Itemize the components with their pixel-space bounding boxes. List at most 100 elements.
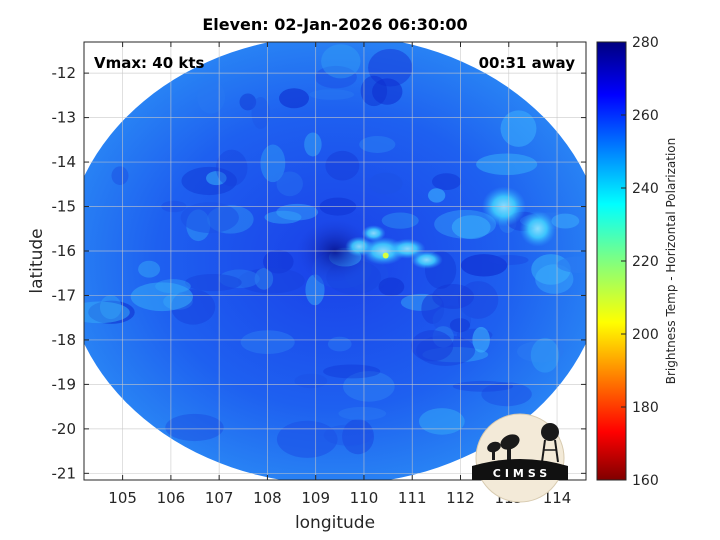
- texture-patch: [343, 371, 395, 402]
- texture-patch: [359, 135, 396, 153]
- x-tick-label: 106: [157, 489, 186, 507]
- colorbar-tick-label: 180: [632, 400, 659, 416]
- texture-patch: [449, 318, 471, 333]
- convection-cell: [410, 250, 443, 269]
- texture-patch: [434, 209, 497, 239]
- colorbar-tick-label: 280: [632, 35, 659, 51]
- texture-patch: [327, 336, 352, 352]
- texture-patch: [263, 249, 294, 274]
- texture-patch: [460, 254, 508, 277]
- texture-patch: [500, 110, 537, 147]
- texture-patch: [418, 408, 465, 435]
- texture-patch: [323, 364, 381, 379]
- texture-patch: [99, 295, 122, 320]
- texture-patch: [530, 337, 560, 373]
- texture-patch: [432, 173, 461, 191]
- y-tick-label: -18: [52, 331, 77, 349]
- texture-patch: [342, 418, 374, 455]
- texture-patch: [452, 380, 514, 392]
- y-axis-label: latitude: [27, 228, 47, 293]
- texture-patch: [551, 213, 580, 229]
- convection-cell: [361, 225, 386, 242]
- texture-patch: [381, 212, 419, 229]
- colorbar-tick-label: 260: [632, 108, 659, 124]
- texture-patch: [309, 89, 355, 100]
- texture-patch: [197, 80, 226, 114]
- time-offset-annotation: 00:31 away: [479, 54, 576, 72]
- colorbar-ticks: 160 180 200 220 240 260 280: [621, 35, 659, 489]
- texture-patch: [368, 48, 413, 87]
- texture-patch: [84, 301, 130, 324]
- x-axis-label: longitude: [295, 513, 375, 533]
- y-tick-label: -14: [52, 153, 77, 171]
- texture-patch: [251, 96, 270, 130]
- texture-patch: [165, 413, 224, 442]
- texture-patch: [180, 202, 239, 234]
- warm-spot: [382, 252, 389, 259]
- texture-patch: [432, 283, 474, 309]
- vmax-annotation: Vmax: 40 kts: [94, 54, 204, 72]
- x-tick-label: 108: [253, 489, 282, 507]
- texture-patch: [556, 256, 586, 274]
- chart-title: Eleven: 02-Jan-2026 06:30:00: [202, 15, 467, 34]
- grid-lines: [84, 42, 586, 480]
- texture-patch: [516, 340, 564, 363]
- y-tick-label: -16: [52, 242, 77, 260]
- x-tick-label: 107: [205, 489, 234, 507]
- texture-patch: [304, 132, 322, 157]
- x-tick-label: 114: [543, 489, 572, 507]
- colorbar-tick-label: 160: [632, 473, 659, 489]
- texture-patch: [239, 93, 257, 111]
- x-tick-label: 112: [446, 489, 475, 507]
- texture-patch: [155, 279, 191, 294]
- texture-patch: [264, 210, 302, 224]
- texture-patch: [276, 420, 338, 458]
- convection-cell: [519, 210, 556, 247]
- texture-patch: [276, 203, 319, 221]
- texture-patch: [254, 268, 274, 290]
- texture-patch: [111, 166, 129, 186]
- colorbar-tick-label: 220: [632, 254, 659, 270]
- texture-patch: [410, 330, 454, 362]
- x-tick-label: 111: [398, 489, 427, 507]
- cimss-logo: CIMSS: [472, 413, 568, 503]
- texture-patch: [130, 282, 194, 312]
- y-tick-label: -21: [52, 464, 77, 482]
- satellite-dish-icon: [487, 434, 520, 460]
- texture-patch: [535, 264, 574, 294]
- texture-patch: [323, 424, 373, 446]
- texture-patch: [206, 171, 227, 186]
- y-tick-label: -19: [52, 375, 77, 393]
- texture-patch: [378, 277, 405, 297]
- texture-patch: [481, 382, 532, 407]
- texture-patch: [294, 373, 328, 389]
- texture-patch: [325, 150, 360, 181]
- x-tick-label: 110: [350, 489, 379, 507]
- y-tick-label: -17: [52, 286, 77, 304]
- texture-patch: [338, 406, 387, 421]
- y-axis-ticks: -12 -13 -14 -15 -16 -17 -18 -19 -20 -21: [52, 64, 586, 482]
- texture-patch: [321, 44, 361, 79]
- texture-patch: [215, 149, 248, 187]
- axes-box: [83, 41, 587, 481]
- texture-patch: [314, 65, 357, 89]
- texture-patch: [276, 171, 303, 197]
- x-tick-label: 109: [301, 489, 330, 507]
- texture-patch: [372, 78, 403, 105]
- texture-patch: [218, 269, 260, 289]
- texture-patch: [368, 172, 403, 195]
- texture-patch: [138, 260, 161, 278]
- y-tick-label: -15: [52, 198, 77, 216]
- texture-patch: [185, 273, 242, 292]
- y-tick-label: -20: [52, 420, 77, 438]
- texture-patch: [476, 153, 538, 176]
- swath-texture: [84, 44, 586, 458]
- x-tick-label: 105: [108, 489, 137, 507]
- colorbar-label: Brightness Temp - Horizontal Polarizatio…: [664, 138, 678, 385]
- colorbar-tick-label: 200: [632, 327, 659, 343]
- texture-patch: [451, 215, 491, 240]
- x-axis-ticks: 105106107108109110111112113114: [108, 42, 571, 507]
- texture-patch: [260, 144, 286, 183]
- y-tick-label: -12: [52, 64, 77, 82]
